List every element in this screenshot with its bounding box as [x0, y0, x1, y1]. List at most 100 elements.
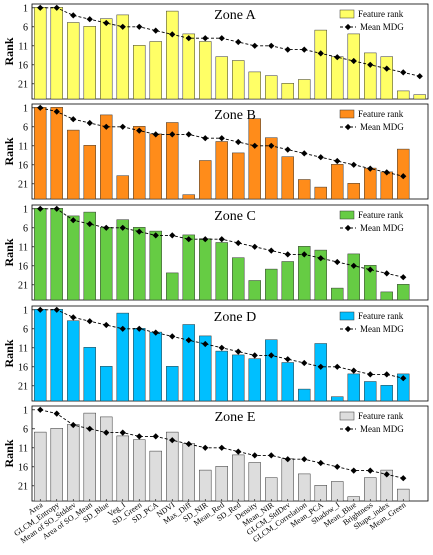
feature-rank-bar — [166, 122, 179, 200]
mean-mdg-marker — [383, 471, 390, 478]
panel-frame — [31, 3, 429, 100]
mean-mdg-marker — [185, 35, 192, 42]
legend-feature-label: Feature rank — [358, 9, 404, 19]
mean-mdg-marker — [152, 131, 159, 138]
mean-mdg-marker — [235, 138, 242, 146]
mean-mdg-marker — [70, 217, 77, 224]
feature-rank-bar — [149, 230, 162, 301]
legend-mdg-marker — [344, 224, 352, 232]
y-tick-label: 6 — [23, 22, 28, 33]
y-tick-label: 21 — [18, 79, 28, 90]
mean-mdg-marker — [367, 266, 374, 273]
feature-rank-bar — [331, 396, 344, 402]
feature-rank-bar — [298, 246, 311, 301]
feature-rank-bar — [215, 56, 228, 100]
mean-mdg-marker — [202, 444, 209, 451]
mean-mdg-marker — [169, 31, 176, 38]
y-tick-label: 1 — [23, 305, 28, 316]
mean-mdg-marker — [317, 459, 324, 467]
mean-mdg-marker — [37, 205, 44, 212]
mean-mdg-marker — [218, 444, 225, 451]
feature-rank-bar — [67, 215, 80, 301]
feature-rank-bar — [199, 160, 212, 200]
feature-rank-bar — [248, 358, 261, 402]
y-tick-label: 1 — [23, 103, 28, 114]
feature-rank-bar — [347, 373, 360, 402]
y-axis-label: Rank — [2, 339, 16, 367]
legend-mdg-label: Mean MDG — [360, 324, 404, 334]
feature-rank-bar — [281, 458, 294, 502]
feature-rank-bar — [331, 164, 344, 200]
panel-frame — [31, 103, 429, 200]
feature-rank-bar — [100, 114, 113, 200]
mean-mdg-marker — [218, 135, 225, 142]
feature-rank-bar — [215, 466, 228, 502]
mean-mdg-marker — [235, 448, 242, 455]
mean-mdg-marker — [400, 69, 407, 76]
legend-feature-swatch — [339, 109, 355, 119]
feature-rank-bar — [281, 83, 294, 100]
mean-mdg-marker — [334, 463, 341, 470]
feature-rank-bar — [83, 145, 96, 200]
y-tick-label: 6 — [23, 223, 28, 234]
feature-rank-bar — [331, 56, 344, 100]
feature-rank-bar — [182, 194, 195, 200]
feature-rank-bar — [298, 388, 311, 402]
mean-mdg-marker — [400, 274, 407, 281]
feature-rank-bar — [67, 22, 80, 100]
legend-feature-swatch — [339, 311, 355, 321]
feature-rank-bar — [83, 211, 96, 301]
mean-mdg-marker — [400, 475, 407, 482]
mean-mdg-marker — [152, 433, 159, 440]
y-tick-label: 16 — [18, 60, 28, 71]
legend-feature-label: Feature rank — [358, 210, 404, 220]
feature-rank-bar — [34, 7, 47, 100]
feature-rank-bar — [232, 257, 245, 301]
mean-mdg-marker — [317, 363, 324, 370]
mean-mdg-marker — [119, 23, 126, 30]
mean-mdg-marker — [86, 119, 93, 127]
legend-mdg-label: Mean MDG — [360, 424, 404, 434]
feature-rank-bar — [133, 45, 146, 100]
feature-rank-bar — [248, 280, 261, 301]
feature-rank-bar — [298, 179, 311, 200]
mean-mdg-marker — [119, 123, 126, 130]
feature-rank-bar — [331, 287, 344, 301]
legend-feature-swatch — [339, 411, 355, 421]
mean-mdg-marker — [367, 467, 374, 474]
mean-mdg-marker — [268, 247, 275, 254]
legend-feature-swatch — [339, 9, 355, 19]
feature-rank-bar — [50, 208, 63, 301]
y-tick-label: 21 — [18, 280, 28, 291]
feature-rank-bar — [215, 242, 228, 301]
mean-mdg-marker — [284, 356, 291, 363]
feature-rank-bar — [413, 94, 426, 100]
feature-rank-bar — [281, 261, 294, 301]
panel-title: Zone C — [214, 209, 256, 224]
feature-rank-bar — [397, 373, 410, 402]
legend-feature-label: Feature rank — [358, 311, 404, 321]
feature-rank-bar — [298, 473, 311, 502]
y-tick-label: 16 — [18, 462, 28, 473]
feature-rank-bar — [380, 385, 393, 402]
mean-mdg-marker — [284, 46, 291, 53]
feature-rank-bar — [116, 14, 129, 100]
feature-rank-bar — [232, 454, 245, 502]
feature-rank-bar — [380, 291, 393, 301]
panel-title: Zone D — [214, 310, 256, 325]
legend-feature-swatch — [339, 210, 355, 220]
mean-mdg-marker — [235, 38, 242, 46]
feature-rank-bar — [364, 381, 377, 402]
mean-mdg-marker — [367, 165, 374, 172]
feature-rank-bar — [50, 309, 63, 402]
mean-mdg-marker — [251, 142, 258, 149]
legend-feature-label: Feature rank — [358, 411, 404, 421]
mean-mdg-marker — [119, 224, 126, 231]
feature-rank-bar — [364, 265, 377, 301]
mean-mdg-marker — [317, 154, 324, 161]
legend-feature-label: Feature rank — [358, 109, 404, 119]
feature-rank-bar — [281, 362, 294, 402]
feature-rank-bar — [215, 141, 228, 200]
y-tick-label: 11 — [18, 343, 28, 354]
